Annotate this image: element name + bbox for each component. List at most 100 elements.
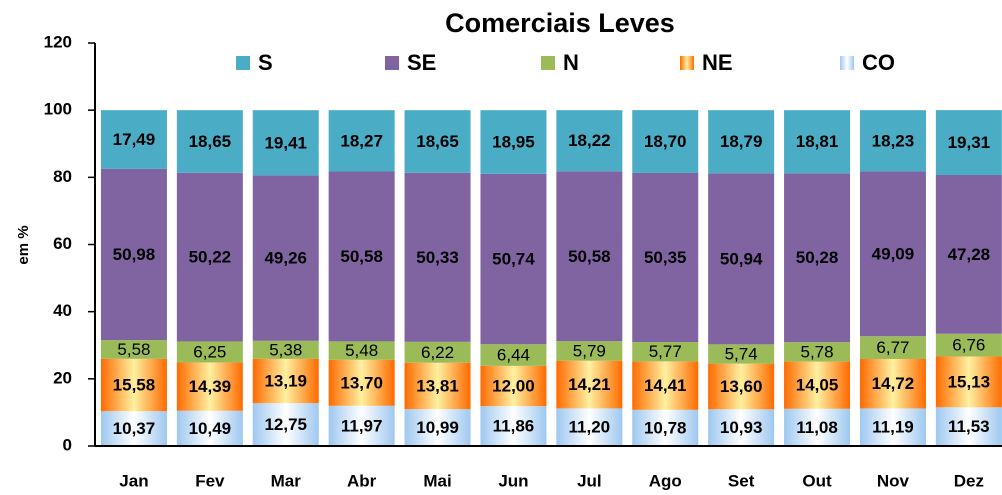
bar-segment — [632, 361, 699, 410]
legend-label: SE — [407, 50, 436, 75]
bar-segment — [784, 173, 851, 343]
bar-segment — [404, 409, 471, 446]
data-label: 14,21 — [568, 375, 611, 394]
data-label: 18,70 — [644, 132, 687, 151]
x-tick-label: Ago — [649, 471, 682, 490]
bar-segment — [784, 110, 851, 174]
bar-segment — [404, 172, 471, 342]
bar-segment — [708, 110, 775, 174]
data-label: 10,37 — [113, 419, 156, 438]
x-tick-label: Nov — [877, 471, 910, 490]
bar-segment — [100, 110, 167, 169]
bar-segment — [480, 365, 547, 407]
bar-segment — [784, 408, 851, 446]
x-tick-label: Mai — [423, 471, 451, 490]
bar-segment — [480, 344, 547, 366]
x-tick-label: Jun — [498, 471, 528, 490]
bar-segment — [100, 411, 167, 446]
legend-swatch — [680, 56, 694, 70]
data-label: 19,31 — [948, 133, 991, 152]
data-label: 10,78 — [644, 418, 687, 437]
bar-segment — [176, 410, 243, 446]
data-label: 18,22 — [568, 131, 611, 150]
x-tick-label: Set — [728, 471, 755, 490]
data-label: 50,35 — [644, 248, 687, 267]
data-label: 11,97 — [341, 416, 383, 435]
data-label: 18,27 — [340, 131, 383, 150]
data-label: 18,65 — [189, 132, 232, 151]
data-label: 15,13 — [948, 372, 991, 391]
legend-swatch — [236, 56, 250, 70]
data-label: 49,09 — [872, 244, 915, 263]
data-label: 50,28 — [796, 248, 839, 267]
data-label: 10,99 — [416, 418, 459, 437]
data-label: 17,49 — [113, 130, 156, 149]
data-label: 49,26 — [264, 249, 307, 268]
data-label: 14,39 — [189, 377, 232, 396]
data-label: 13,81 — [416, 376, 459, 395]
bar-segment — [328, 405, 395, 446]
data-label: 19,41 — [264, 133, 307, 152]
data-label: 5,77 — [649, 342, 682, 361]
data-label: 5,78 — [801, 342, 834, 361]
bar-segment — [100, 168, 167, 341]
y-tick-label: 0 — [63, 435, 72, 454]
x-tick-label: Out — [802, 471, 832, 490]
y-tick-label: 120 — [44, 32, 72, 51]
legend-swatch — [840, 56, 854, 70]
bar-segment — [328, 110, 395, 172]
bar-segment — [480, 110, 547, 174]
bar-segment — [480, 406, 547, 446]
x-tick-label: Dez — [954, 471, 984, 490]
data-label: 10,93 — [720, 418, 763, 437]
data-label: 50,74 — [492, 250, 535, 269]
y-tick-label: 40 — [53, 301, 72, 320]
bar-segment — [252, 358, 319, 404]
bar-segment — [556, 360, 623, 409]
bar-segment — [328, 171, 395, 342]
x-tick-label: Jan — [119, 471, 148, 490]
data-label: 11,08 — [796, 418, 838, 437]
data-label: 14,05 — [796, 376, 839, 395]
bar-segment — [708, 173, 775, 345]
bar-segment — [935, 110, 1002, 175]
data-label: 18,23 — [872, 131, 915, 150]
data-label: 13,70 — [340, 373, 383, 392]
data-label: 5,38 — [269, 340, 302, 359]
legend-swatch — [541, 56, 555, 70]
bar-segment — [935, 333, 1002, 357]
data-label: 11,86 — [493, 417, 535, 436]
chart-title: Comerciais Leves — [445, 8, 675, 38]
bar-segment — [252, 175, 319, 341]
bar-segment — [708, 363, 775, 410]
bar-segment — [632, 110, 699, 173]
data-label: 15,58 — [113, 375, 156, 394]
data-label: 5,58 — [117, 340, 150, 359]
x-tick-label: Abr — [347, 471, 377, 490]
x-tick-label: Jul — [577, 471, 602, 490]
data-label: 11,19 — [872, 418, 914, 437]
bar-segment — [784, 361, 851, 409]
bar-segment — [632, 409, 699, 446]
bar-segment — [176, 172, 243, 342]
bar-segment — [859, 358, 926, 409]
bar-segment — [556, 408, 623, 446]
legend-label: S — [258, 50, 273, 75]
y-tick-label: 80 — [53, 167, 72, 186]
data-label: 11,53 — [948, 417, 990, 436]
bar-segment — [404, 110, 471, 173]
data-label: 6,22 — [421, 343, 454, 362]
bar-segment — [176, 362, 243, 411]
bar-segment — [404, 341, 471, 363]
data-label: 18,95 — [492, 133, 535, 152]
bar-segment — [176, 341, 243, 363]
bar-segment — [252, 110, 319, 176]
data-label: 50,58 — [568, 247, 611, 266]
data-label: 13,60 — [720, 377, 763, 396]
bar-segment — [859, 110, 926, 172]
data-label: 6,77 — [876, 338, 909, 357]
bar-segment — [252, 340, 319, 359]
legend-swatch — [385, 56, 399, 70]
data-label: 6,44 — [497, 346, 530, 365]
bar-segment — [784, 342, 851, 362]
